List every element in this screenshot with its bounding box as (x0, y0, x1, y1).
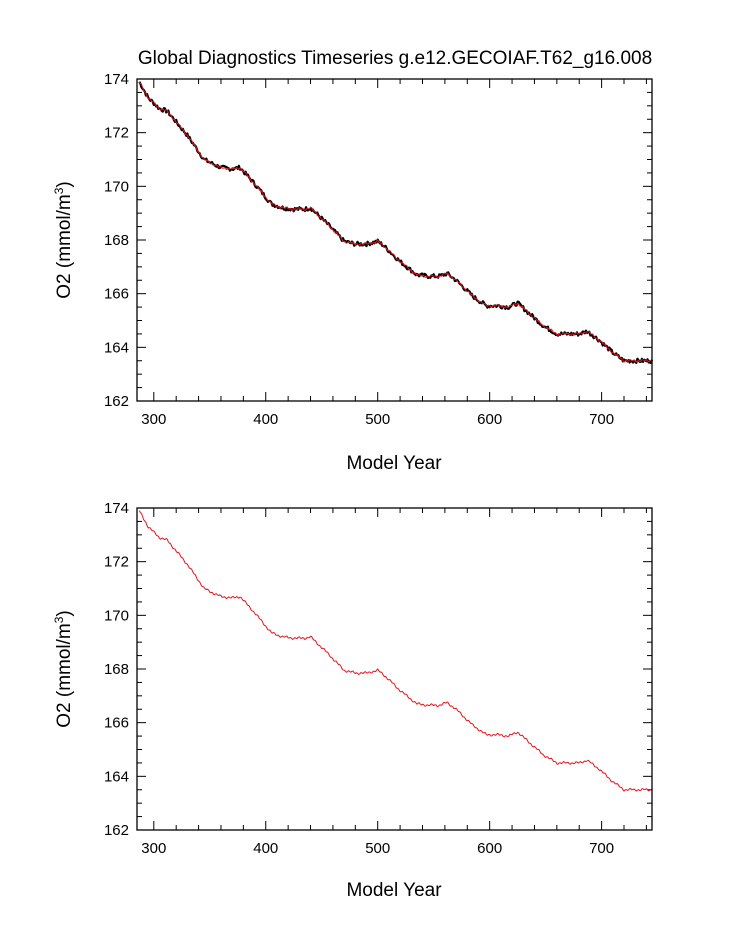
top-ytick-label: 168 (104, 232, 129, 249)
top-series-smoothed-line (138, 81, 653, 363)
top-xtick-label: 500 (365, 411, 390, 428)
top-tick-labels: 300 400 500 600 700 162 164 166 168 170 172 174 (104, 71, 614, 428)
top-ytick-label: 164 (104, 339, 129, 356)
top-ytick-label: 162 (104, 393, 129, 410)
top-plot-frame (136, 78, 653, 402)
top-y-label-main: O2 (mmol/m (54, 194, 75, 299)
bottom-gridticks (137, 507, 652, 831)
top-ytick-label: 170 (104, 178, 129, 195)
top-xtick-label: 400 (253, 411, 278, 428)
top-xtick-label: 700 (589, 411, 614, 428)
bottom-series-annual-line (138, 510, 653, 792)
bottom-series (138, 510, 653, 792)
top-ytick-label: 166 (104, 286, 129, 303)
chart-title: Global Diagnostics Timeseries g.e12.GECO… (138, 48, 652, 69)
bottom-ytick-label: 170 (104, 607, 129, 624)
top-ytick-label: 172 (104, 125, 129, 142)
plot-top: 300 400 500 600 700 162 164 166 168 170 172 174 Mod… (52, 71, 654, 474)
plot-bottom: 300 400 500 600 700 162 164 166 168 170 172 174 Mod… (52, 500, 653, 901)
bottom-xtick-label: 400 (253, 840, 278, 857)
top-series-annual-line (138, 81, 654, 364)
bottom-ytick-label: 172 (104, 554, 129, 571)
bottom-ytick-label: 174 (104, 500, 129, 517)
bottom-ytick-label: 162 (104, 822, 129, 839)
top-y-label-close: ) (54, 181, 75, 187)
bottom-tick-labels: 300 400 500 600 700 162 164 166 168 170 172 174 (104, 500, 614, 857)
bottom-y-label-sup: 3 (52, 616, 66, 623)
bottom-y-axis-label: O2 (mmol/m3) (52, 610, 75, 728)
top-ytick-label: 174 (104, 71, 129, 88)
top-xtick-label: 600 (477, 411, 502, 428)
top-xtick-label: 300 (141, 411, 166, 428)
bottom-xtick-label: 600 (477, 840, 502, 857)
top-gridticks (137, 78, 652, 402)
bottom-ytick-label: 166 (104, 715, 129, 732)
bottom-x-axis-label: Model Year (346, 880, 442, 901)
top-y-axis-label: O2 (mmol/m3) (52, 181, 75, 299)
top-x-axis-label: Model Year (346, 453, 442, 474)
bottom-xtick-label: 500 (365, 840, 390, 857)
top-series (138, 81, 654, 364)
bottom-y-label-main: O2 (mmol/m (54, 623, 75, 728)
bottom-ytick-label: 168 (104, 661, 129, 678)
bottom-xtick-label: 300 (141, 840, 166, 857)
bottom-xtick-label: 700 (589, 840, 614, 857)
bottom-plot-frame (136, 507, 653, 831)
bottom-y-label-close: ) (54, 610, 75, 616)
bottom-ytick-label: 164 (104, 768, 129, 785)
top-y-label-sup: 3 (52, 187, 66, 194)
